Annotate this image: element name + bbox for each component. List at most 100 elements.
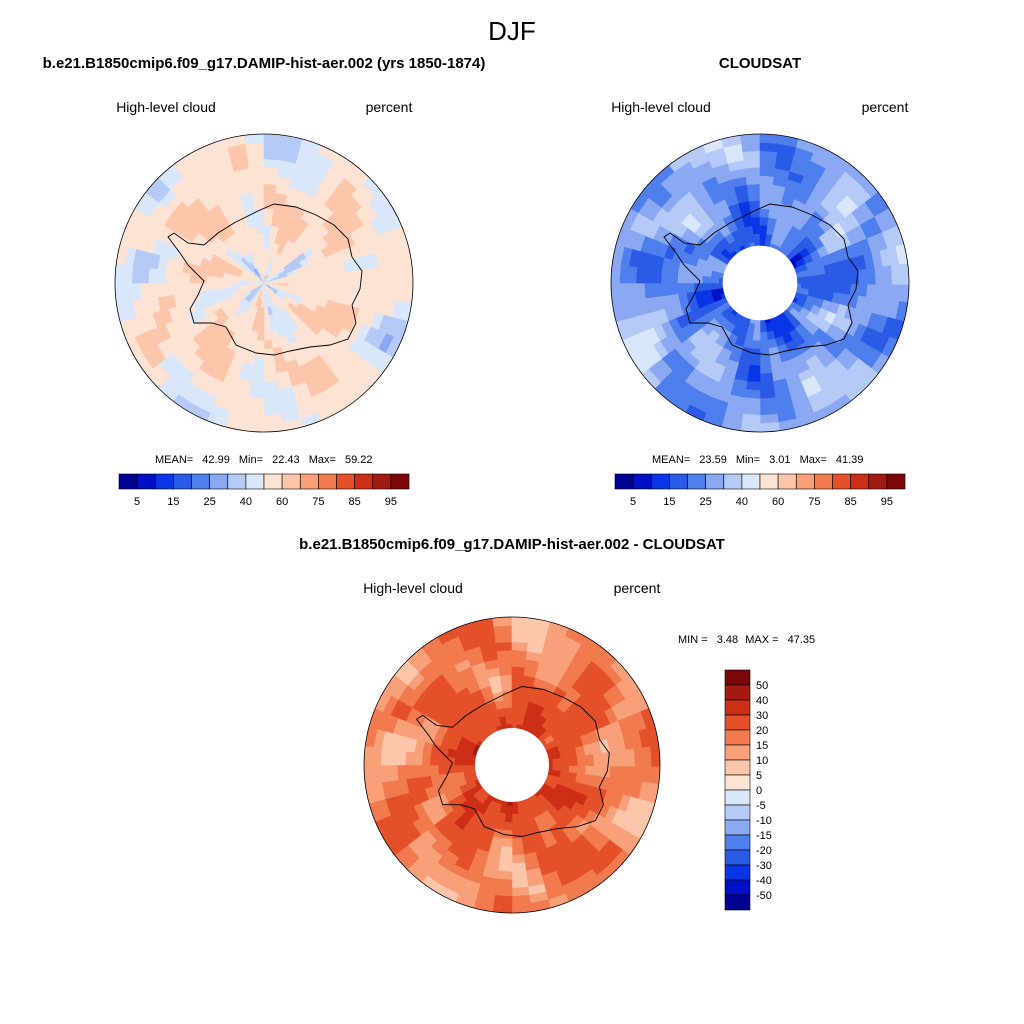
antarctica-coastline <box>663 203 859 356</box>
colorbar-tick-label: -5 <box>756 800 766 812</box>
map-cell <box>650 745 660 767</box>
map-cell <box>560 757 571 766</box>
map-cell <box>258 240 265 251</box>
colorbar-box <box>705 473 724 490</box>
colorbar-box <box>372 473 392 490</box>
antarctica-coastline <box>167 203 363 356</box>
colorbar-tick-label: 85 <box>844 496 856 508</box>
map-cell <box>611 281 621 303</box>
antarctica-coastline <box>415 686 610 837</box>
map-cell <box>257 232 265 243</box>
colorbar-box <box>850 473 869 490</box>
map-cell <box>808 275 819 284</box>
panel-diff: b.e21.B1850cmip6.f09_g17.DAMIP-hist-aer.… <box>299 536 815 914</box>
colorbar-box <box>191 473 210 490</box>
colorbar-box <box>299 473 319 490</box>
colorbar-box <box>390 473 410 490</box>
panel-obs-max-value: 41.39 <box>836 454 864 466</box>
map-cell <box>511 805 519 816</box>
colorbar-box <box>614 473 634 490</box>
map-cell <box>800 276 811 284</box>
colorbar-tick-label: 25 <box>203 496 215 508</box>
map-cell <box>364 763 374 785</box>
map-cell <box>492 617 514 627</box>
panel-obs-stats: MEAN= 23.59 Min= 3.01 Max= 41.39 <box>652 454 863 466</box>
svg-text:MIN = 3.48 MAX: MIN = 3.48 MAX = 47.35 <box>678 634 815 646</box>
colorbar-tick-label: 40 <box>240 496 252 508</box>
colorbar-box <box>724 834 751 851</box>
panel-model-max-label: Max= <box>309 454 336 466</box>
panel-model-right-label: percent <box>366 99 413 115</box>
map-cell <box>321 273 332 285</box>
map-cell <box>759 331 768 342</box>
map-cell <box>510 903 532 913</box>
map-cell <box>758 340 770 351</box>
colorbar-box <box>136 473 156 490</box>
colorbar-tick-label: 10 <box>756 755 768 767</box>
colorbar-tick-label: -40 <box>756 875 772 887</box>
colorbar-tick-label: 60 <box>276 496 288 508</box>
colorbar-box <box>724 879 751 896</box>
colorbar-box <box>318 473 337 490</box>
colorbar-tick-label: 20 <box>756 725 768 737</box>
colorbar-tick-label: 40 <box>756 695 768 707</box>
map-cell <box>701 282 712 291</box>
map-cell <box>256 224 265 235</box>
colorbar-box <box>724 729 751 746</box>
colorbar-box <box>724 789 751 806</box>
panel-model-map <box>115 134 413 432</box>
panel-model-map-border <box>114 133 414 433</box>
colorbar-tick-label: -50 <box>756 890 772 902</box>
panel-diff-title: b.e21.B1850cmip6.f09_g17.DAMIP-hist-aer.… <box>299 536 725 553</box>
colorbar-box <box>209 473 229 490</box>
map-cell <box>758 422 780 432</box>
colorbar-box <box>724 864 751 881</box>
colorbar-tick-label: -30 <box>756 860 772 872</box>
colorbar-tick-label: 95 <box>385 496 397 508</box>
panel-obs-map-border <box>610 133 910 433</box>
map-cell <box>505 714 513 725</box>
panel-obs: CLOUDSAT High-level cloud percent MEAN= … <box>610 55 910 508</box>
panel-obs-title: CLOUDSAT <box>719 55 801 72</box>
colorbar-box <box>227 473 247 490</box>
map-cell <box>817 273 828 285</box>
colorbar-box <box>173 473 192 490</box>
colorbar-box <box>724 714 751 731</box>
map-cell <box>115 281 125 303</box>
colorbar-box <box>868 473 888 490</box>
panel-diff-min-label: MIN = <box>678 634 708 646</box>
panel-model-min-label: Min= <box>239 454 263 466</box>
map-cell <box>709 282 720 290</box>
map-cell <box>552 758 563 766</box>
map-cell <box>511 813 520 824</box>
colorbar-box <box>336 473 355 490</box>
colorbar-box <box>724 894 751 911</box>
colorbar-box <box>263 473 283 490</box>
panel-diff-max-label: MAX = <box>745 634 778 646</box>
missing-data-region <box>722 245 798 321</box>
colorbar-tick-label: -10 <box>756 815 772 827</box>
panel-diff-right-label: percent <box>614 580 661 596</box>
colorbar-box <box>687 473 706 490</box>
panel-model-title: b.e21.B1850cmip6.f09_g17.DAMIP-hist-aer.… <box>43 55 486 72</box>
colorbar-box <box>281 473 301 490</box>
panel-obs-min-value: 3.01 <box>769 454 790 466</box>
panel-diff-map <box>364 617 660 913</box>
colorbar-box <box>759 473 779 490</box>
colorbar-box <box>724 759 751 776</box>
map-cell <box>461 764 472 772</box>
panel-model-stats: MEAN= 42.99 Min= 22.43 Max= 59.22 <box>155 454 373 466</box>
map-cell <box>304 276 315 284</box>
colorbar-box <box>886 473 906 490</box>
colorbar-box <box>832 473 851 490</box>
colorbar-tick-label: 25 <box>699 496 711 508</box>
svg-text:MEAN= 23.59 Mi: MEAN= 23.59 Min= 3.01 Max= 41.39 <box>652 454 863 466</box>
colorbar-tick-label: 15 <box>756 740 768 752</box>
colorbar-tick-label: 0 <box>756 785 762 797</box>
panel-obs-right-label: percent <box>862 99 909 115</box>
map-cell <box>263 315 270 326</box>
panel-obs-map <box>611 134 909 432</box>
map-cell <box>453 764 464 773</box>
colorbar-tick-label: 85 <box>348 496 360 508</box>
